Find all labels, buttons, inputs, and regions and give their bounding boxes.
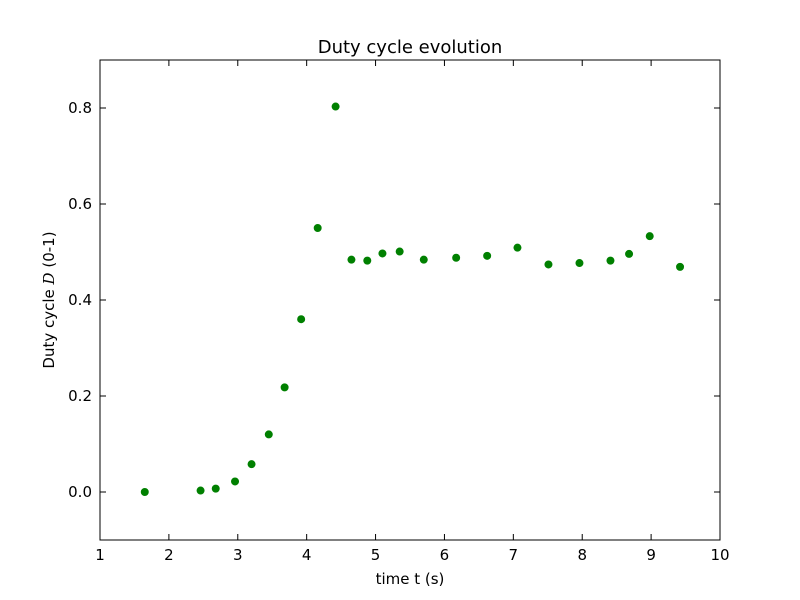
- data-point: [606, 256, 615, 265]
- y-axis-label: Duty cycle D (0-1): [40, 231, 58, 368]
- x-tick-label: 9: [646, 546, 656, 564]
- data-point: [280, 383, 289, 392]
- data-point: [196, 486, 205, 495]
- data-point: [313, 223, 322, 232]
- data-point: [513, 243, 522, 252]
- x-tick-label: 3: [233, 546, 243, 564]
- y-axis-label-suffix: (0-1): [40, 231, 58, 272]
- data-point: [483, 251, 492, 260]
- data-point: [378, 249, 387, 258]
- data-point: [625, 249, 634, 258]
- data-point: [264, 430, 273, 439]
- data-point: [575, 259, 584, 268]
- x-tick-label: 1: [95, 546, 105, 564]
- x-tick-label: 6: [440, 546, 450, 564]
- data-point: [211, 484, 220, 493]
- data-point: [363, 256, 372, 265]
- data-points: [140, 102, 685, 496]
- y-axis-label-symbol: D: [40, 272, 58, 285]
- y-tick-label: 0.8: [68, 99, 92, 117]
- y-tick-label: 0.2: [68, 387, 92, 405]
- data-point: [419, 255, 428, 264]
- plot-frame: [99, 59, 721, 541]
- chart-title: Duty cycle evolution: [318, 37, 503, 58]
- data-point: [544, 260, 553, 269]
- data-point: [297, 315, 306, 324]
- x-tick-label: 8: [577, 546, 587, 564]
- y-tick-label: 0.0: [68, 483, 92, 501]
- x-tick-label: 10: [710, 546, 729, 564]
- data-point: [452, 253, 461, 262]
- x-tick-label: 5: [371, 546, 381, 564]
- data-point: [347, 255, 356, 264]
- data-point: [140, 487, 149, 496]
- x-tick-label: 4: [302, 546, 312, 564]
- x-tick-label: 7: [509, 546, 519, 564]
- x-tick-label: 2: [164, 546, 174, 564]
- data-point: [231, 477, 240, 486]
- data-point: [331, 102, 340, 111]
- y-tick-label: 0.4: [68, 291, 92, 309]
- data-point: [395, 247, 404, 256]
- y-tick-label: 0.6: [68, 195, 92, 213]
- data-point: [247, 460, 256, 469]
- y-axis-label-prefix: Duty cycle: [40, 284, 58, 368]
- data-point: [676, 262, 685, 271]
- data-point: [645, 232, 654, 241]
- x-axis-label: time t (s): [376, 570, 445, 588]
